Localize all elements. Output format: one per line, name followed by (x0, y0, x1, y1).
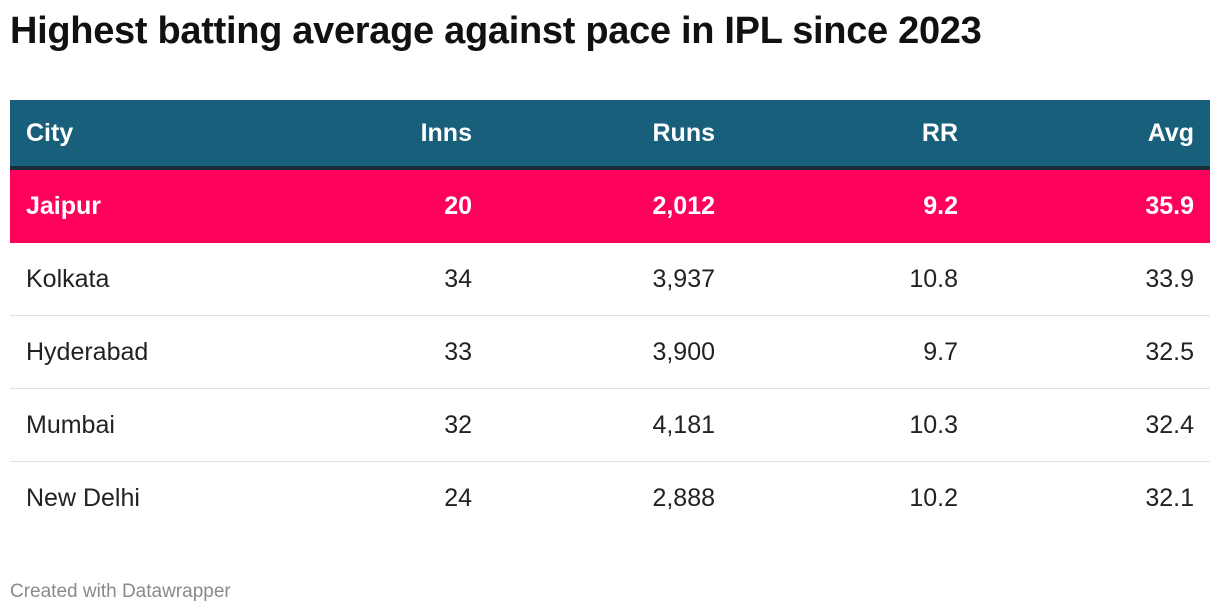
cell-city: Mumbai (26, 410, 115, 439)
cell-inns: 20 (444, 192, 472, 220)
cell-rr: 10.2 (909, 484, 958, 512)
data-table: City Inns Runs RR Avg Jaipur 20 2,012 9.… (10, 100, 1210, 535)
cell-runs: 4,181 (652, 410, 715, 439)
column-header-runs[interactable]: Runs (652, 118, 716, 147)
cell-rr: 9.7 (923, 337, 958, 366)
table-row: New Delhi 24 2,888 10.2 32.1 (10, 462, 1210, 535)
cell-avg: 33.9 (1145, 264, 1194, 293)
table-header-row: City Inns Runs RR Avg (10, 100, 1210, 170)
column-header-city[interactable]: City (26, 118, 74, 147)
cell-inns: 32 (444, 410, 472, 439)
cell-runs: 3,900 (652, 337, 715, 366)
column-header-rr[interactable]: RR (921, 118, 958, 147)
table-row: Mumbai 32 4,181 10.3 32.4 (10, 389, 1210, 462)
cell-city: Kolkata (26, 264, 110, 293)
table-row: Kolkata 34 3,937 10.8 33.9 (10, 243, 1210, 316)
cell-runs: 2,888 (652, 484, 715, 512)
cell-rr: 10.3 (909, 410, 958, 439)
table-row-highlighted: Jaipur 20 2,012 9.2 35.9 (10, 170, 1210, 243)
cell-avg: 32.1 (1145, 484, 1194, 512)
column-header-inns[interactable]: Inns (420, 118, 472, 147)
table-row: Hyderabad 33 3,900 9.7 32.5 (10, 316, 1210, 389)
cell-inns: 33 (444, 337, 472, 366)
attribution-footer: Created with Datawrapper (10, 581, 231, 602)
cell-rr: 9.2 (923, 192, 958, 220)
column-header-avg[interactable]: Avg (1147, 118, 1194, 147)
cell-avg: 32.4 (1145, 410, 1194, 439)
cell-avg: 32.5 (1145, 337, 1194, 366)
cell-inns: 34 (444, 264, 472, 293)
cell-avg: 35.9 (1145, 192, 1194, 220)
cell-runs: 2,012 (652, 192, 715, 220)
cell-rr: 10.8 (909, 264, 958, 293)
cell-city: Hyderabad (26, 337, 149, 366)
cell-inns: 24 (444, 484, 472, 512)
cell-runs: 3,937 (652, 264, 715, 293)
cell-city: Jaipur (26, 192, 102, 220)
cell-city: New Delhi (26, 484, 140, 512)
chart-title: Highest batting average against pace in … (10, 10, 982, 52)
